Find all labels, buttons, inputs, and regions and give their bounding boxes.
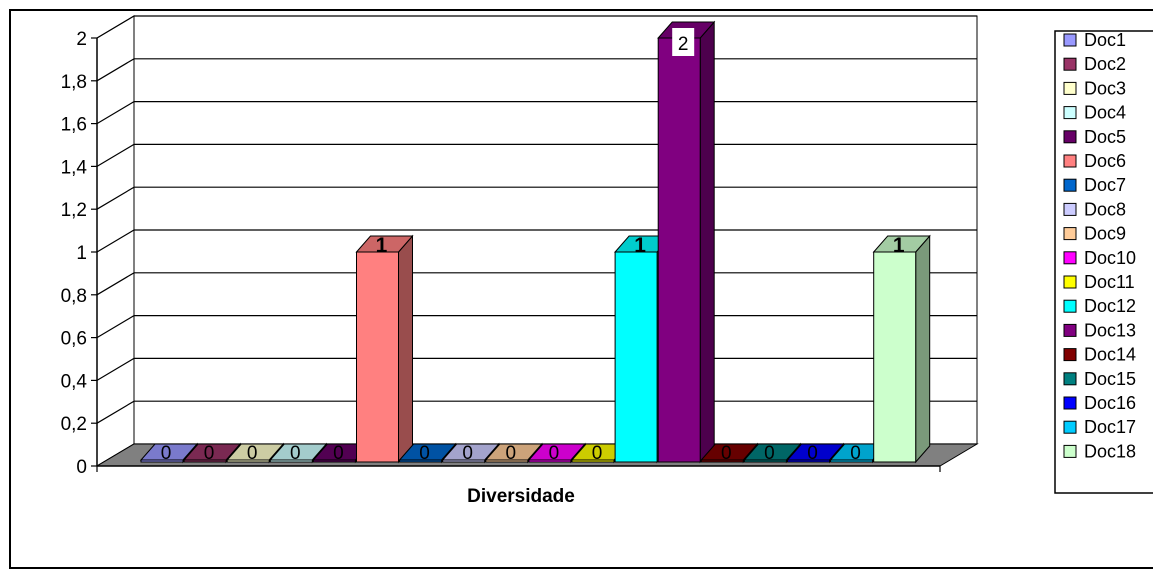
legend-label: Doc9 — [1084, 224, 1126, 244]
legend: Doc1 Doc2 Doc3 Doc4 Doc5 Doc6 Doc7 Doc8 Doc9 Doc1… — [1054, 30, 1153, 494]
legend-label: Doc13 — [1084, 320, 1136, 340]
data-label: 0 — [549, 443, 560, 464]
data-label: 1 — [893, 234, 905, 257]
y-tick-label: 0 — [76, 457, 87, 478]
data-labels: 0 0 0 0 0 1 0 0 0 0 0 1 2 0 0 0 0 1 — [161, 28, 905, 464]
legend-swatch — [1063, 130, 1077, 144]
data-label: 0 — [462, 443, 473, 464]
legend-swatch — [1063, 81, 1077, 95]
bar-doc18 — [872, 234, 931, 464]
legend-swatch — [1063, 227, 1077, 241]
legend-swatch — [1063, 154, 1077, 168]
bar-front — [140, 459, 184, 463]
bar-front — [830, 459, 874, 463]
bar-front — [700, 459, 744, 463]
legend-label: Doc7 — [1084, 175, 1126, 195]
data-label: 0 — [333, 443, 344, 464]
bar-doc13 — [657, 20, 716, 464]
legend-label: Doc12 — [1084, 296, 1136, 316]
legend-swatch — [1063, 372, 1077, 386]
bar-front — [485, 459, 529, 463]
y-tick-label: 1,4 — [61, 157, 88, 178]
bar-front — [312, 459, 356, 463]
legend-swatch — [1063, 323, 1077, 337]
y-tick-label: 1,8 — [61, 72, 87, 93]
data-label: 2 — [678, 34, 689, 55]
bar-front — [226, 459, 270, 463]
bar-doc6 — [355, 234, 414, 464]
legend-swatch — [1063, 57, 1077, 71]
x-category-label: Diversidade — [467, 486, 575, 507]
data-label: 0 — [764, 443, 775, 464]
legend-label: Doc14 — [1084, 345, 1136, 365]
bar-front — [269, 459, 313, 463]
data-label: 1 — [376, 234, 388, 257]
legend-label: Doc5 — [1084, 127, 1126, 147]
legend-swatch — [1063, 396, 1077, 410]
data-label: 0 — [506, 443, 517, 464]
bar-front — [528, 459, 572, 463]
data-label: 0 — [850, 443, 861, 464]
y-tick-label: 2 — [76, 29, 87, 50]
bar-front — [787, 459, 830, 463]
y-tick-label: 1,2 — [61, 200, 87, 221]
data-label: 0 — [204, 443, 215, 464]
data-label: 0 — [247, 443, 258, 464]
data-label: 0 — [807, 443, 818, 464]
legend-swatch — [1063, 444, 1077, 458]
legend-swatch — [1063, 33, 1077, 47]
data-label: 0 — [721, 443, 732, 464]
data-label: 0 — [419, 443, 430, 464]
data-label: 1 — [634, 234, 646, 257]
data-label: 0 — [592, 443, 603, 464]
legend-label: Doc2 — [1084, 54, 1126, 74]
legend-label: Doc1 — [1084, 30, 1126, 50]
gridline — [96, 15, 977, 39]
data-label: 0 — [161, 443, 172, 464]
bars — [139, 20, 931, 464]
legend-label: Doc3 — [1084, 78, 1126, 98]
bar-front — [571, 459, 615, 463]
legend-label: Doc15 — [1084, 369, 1136, 389]
legend-label: Doc11 — [1084, 272, 1135, 292]
legend-swatch — [1063, 106, 1077, 120]
bar-front — [442, 459, 486, 463]
legend-swatch — [1063, 251, 1077, 265]
bar-chart: 0 0,2 0,4 0,6 0,8 1 1,2 1,4 1,6 1,8 2 0 0 0 0 0 1 0 0 0 0 0 1… — [61, 15, 979, 507]
legend-swatch — [1063, 299, 1077, 313]
bar-front — [873, 251, 917, 463]
y-tick-label: 0,6 — [61, 329, 87, 350]
legend-swatch — [1063, 275, 1077, 289]
legend-label: Doc8 — [1084, 199, 1126, 219]
legend-label: Doc6 — [1084, 151, 1126, 171]
legend-label: Doc4 — [1084, 103, 1126, 123]
y-tick-label: 0,8 — [61, 286, 87, 307]
legend-label: Doc16 — [1084, 393, 1136, 413]
legend-label: Doc18 — [1084, 441, 1136, 461]
legend-swatch — [1063, 420, 1077, 434]
legend-swatch — [1063, 202, 1077, 216]
bar-front — [356, 251, 399, 463]
legend-swatch — [1063, 178, 1077, 192]
bar-front — [743, 459, 787, 463]
bar-front — [657, 37, 701, 463]
legend-items: Doc1 Doc2 Doc3 Doc4 Doc5 Doc6 Doc7 Doc8 Doc9 Doc1… — [1063, 30, 1136, 461]
legend-swatch — [1063, 348, 1077, 362]
bar-front — [614, 251, 658, 463]
y-tick-label: 1,6 — [61, 115, 87, 136]
y-tick-label: 0,4 — [61, 371, 88, 392]
bar-front — [183, 459, 227, 463]
x-axis: Diversidade — [467, 486, 575, 507]
data-label: 0 — [290, 443, 301, 464]
y-tick-label: 1 — [76, 243, 87, 264]
legend-label: Doc17 — [1084, 417, 1136, 437]
data-label-bg — [672, 28, 695, 56]
y-tick-label: 0,2 — [61, 414, 87, 435]
bar-front — [399, 459, 443, 463]
legend-label: Doc10 — [1084, 248, 1136, 268]
y-axis: 0 0,2 0,4 0,6 0,8 1 1,2 1,4 1,6 1,8 2 — [61, 29, 98, 478]
